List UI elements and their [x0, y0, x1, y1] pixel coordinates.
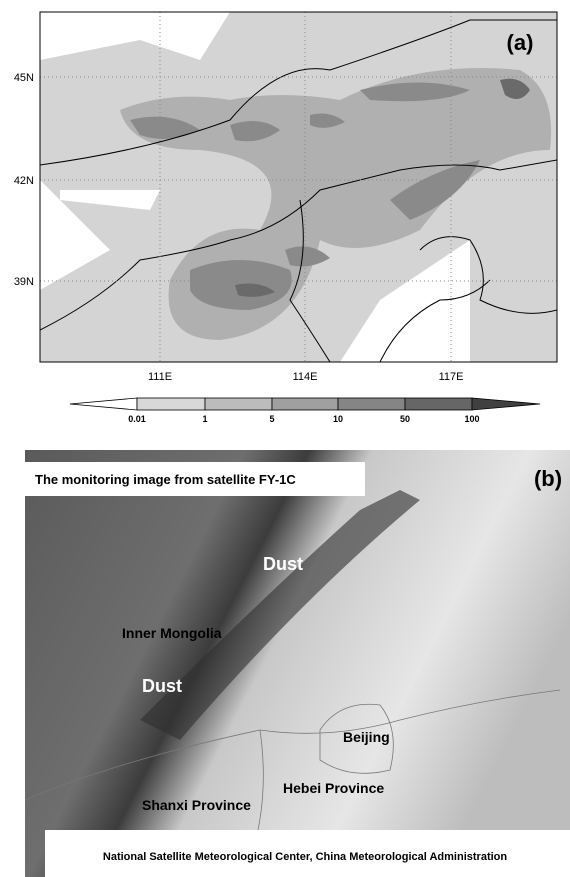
- image-title: The monitoring image from satellite FY-1…: [35, 472, 296, 487]
- panel-b: The monitoring image from satellite FY-1…: [24, 450, 570, 877]
- colorbar-label: 5: [269, 414, 274, 424]
- annotation: Dust: [142, 676, 182, 696]
- credit-box: [45, 830, 570, 877]
- colorbar: [69, 397, 541, 411]
- colorbar-labels: 0.01 1 5 10 50 100: [128, 414, 479, 424]
- title-box: [25, 462, 365, 496]
- colorbar-label: 0.01: [128, 414, 146, 424]
- colorbar-label: 100: [464, 414, 479, 424]
- panel-a: (a) 45N 42N 39N 111E 114E 117E 0.01 1 5 …: [14, 11, 558, 424]
- colorbar-label: 1: [202, 414, 207, 424]
- annotation: Beijing: [343, 729, 390, 745]
- lat-label: 42N: [14, 175, 34, 187]
- annotation: Shanxi Province: [142, 797, 251, 813]
- lon-label: 117E: [439, 371, 464, 383]
- colorbar-label: 50: [400, 414, 410, 424]
- contours: [40, 12, 557, 362]
- lat-label: 45N: [14, 72, 34, 84]
- panel-label: (a): [507, 30, 534, 55]
- colorbar-label: 10: [333, 414, 343, 424]
- credit: National Satellite Meteorological Center…: [103, 851, 507, 863]
- annotation: Dust: [263, 554, 303, 574]
- panel-label: (b): [534, 466, 562, 491]
- annotation: Inner Mongolia: [122, 625, 222, 641]
- lon-label: 111E: [148, 371, 172, 383]
- annotation: Hebei Province: [283, 780, 384, 796]
- lat-label: 39N: [14, 276, 34, 288]
- lon-label: 114E: [293, 371, 318, 383]
- map-frame: [39, 11, 558, 363]
- satellite-image: [25, 450, 570, 877]
